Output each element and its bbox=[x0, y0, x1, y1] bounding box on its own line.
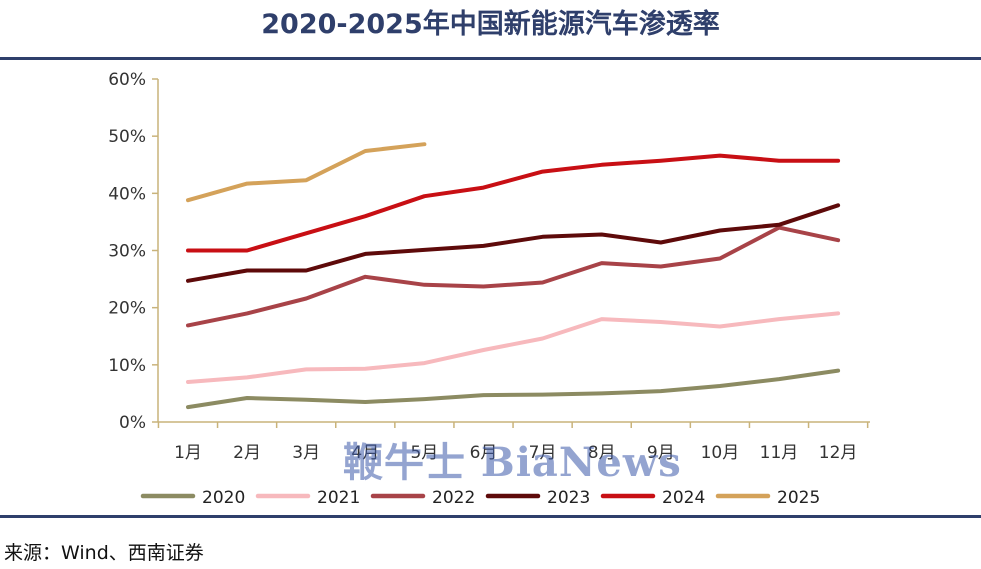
series-line-2021 bbox=[186, 311, 841, 384]
y-tick-label: 0% bbox=[119, 413, 146, 433]
top-divider bbox=[0, 57, 981, 60]
chart-title: 2020-2025年中国新能源汽车渗透率 bbox=[261, 9, 720, 40]
bottom-divider bbox=[0, 515, 981, 518]
y-tick-label: 60% bbox=[108, 70, 146, 90]
y-tick-label: 50% bbox=[108, 127, 146, 147]
x-tick-label: 8月 bbox=[588, 443, 616, 463]
y-tick-label: 30% bbox=[108, 242, 146, 262]
x-tick-label: 4月 bbox=[351, 443, 379, 463]
x-tick-label: 3月 bbox=[292, 443, 320, 463]
legend-label-2020: 2020 bbox=[202, 488, 245, 508]
x-tick-label: 6月 bbox=[470, 443, 498, 463]
x-tick-label: 2月 bbox=[233, 443, 261, 463]
x-tick-label: 7月 bbox=[529, 443, 557, 463]
y-tick-label: 10% bbox=[108, 356, 146, 376]
y-tick-label: 40% bbox=[108, 184, 146, 204]
chart-series bbox=[186, 142, 841, 410]
chart-axes: 0% 10% 20% 30% 40% 50% 60% 1月 2月 3月 4月 5月 6月 7月 8月 9月 10… bbox=[108, 70, 870, 463]
series-line-2022 bbox=[186, 225, 841, 328]
chart-legend: 2020 2021 2022 2023 2024 2025 bbox=[140, 488, 820, 508]
series-line-2025 bbox=[186, 142, 427, 203]
legend-label-2024: 2024 bbox=[662, 488, 705, 508]
x-tick-label: 5月 bbox=[410, 443, 438, 463]
x-tick-label: 10月 bbox=[701, 443, 740, 463]
watermark: 鞭牛士 BiaNews bbox=[343, 439, 682, 486]
legend-label-2021: 2021 bbox=[317, 488, 360, 508]
x-tick-label: 12月 bbox=[819, 443, 858, 463]
x-tick-label: 9月 bbox=[647, 443, 675, 463]
source-note: 来源：Wind、西南证券 bbox=[4, 542, 204, 564]
legend-label-2023: 2023 bbox=[547, 488, 590, 508]
x-tick-label: 1月 bbox=[174, 443, 202, 463]
y-tick-label: 20% bbox=[108, 299, 146, 319]
series-line-2020 bbox=[186, 368, 841, 410]
x-tick-label: 11月 bbox=[760, 443, 799, 463]
legend-label-2025: 2025 bbox=[777, 488, 820, 508]
series-line-2023 bbox=[186, 203, 841, 283]
series-line-2024 bbox=[186, 153, 841, 253]
legend-label-2022: 2022 bbox=[432, 488, 475, 508]
